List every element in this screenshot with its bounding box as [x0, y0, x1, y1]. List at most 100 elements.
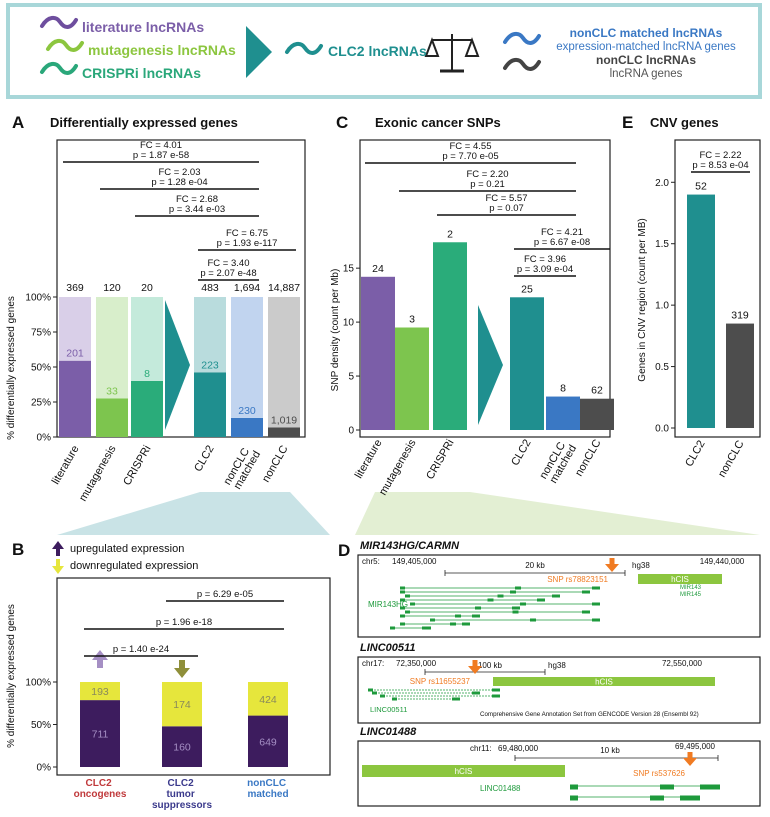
scale-label: 10 kb: [600, 746, 620, 755]
y-tick-label: 1.0: [655, 301, 669, 312]
exon: [462, 622, 470, 626]
exon: [400, 622, 405, 626]
de-count: 201: [66, 348, 84, 360]
assembly: hg38: [548, 661, 566, 670]
y-axis-label: % differentially expressed genes: [6, 604, 17, 748]
total-count: 14,887: [268, 282, 300, 294]
plot-frame: [674, 139, 761, 438]
bar: [231, 297, 263, 418]
legend-nonclc: nonCLC lncRNAs: [596, 53, 696, 67]
exon: [472, 691, 480, 695]
panel-label: C: [336, 113, 348, 132]
exon: [510, 590, 516, 594]
exon: [392, 697, 397, 701]
snp-count: 62: [591, 385, 603, 397]
plot-frame: [56, 139, 306, 438]
bar: [96, 398, 128, 437]
legend-mutagenesis: mutagenesis lncRNAs: [88, 42, 236, 58]
snp-arrow: [605, 564, 619, 572]
snp-arrow: [609, 558, 615, 564]
p-value: p = 8.53 e-04: [692, 160, 748, 171]
x-tick-label: literature: [353, 438, 385, 481]
bar: [162, 726, 202, 767]
total-count: 369: [66, 282, 84, 294]
track-title: LINC00511: [360, 642, 415, 654]
exon: [582, 590, 590, 594]
de-count: 223: [201, 359, 219, 371]
exon: [497, 594, 504, 598]
zoom-fan: [57, 492, 330, 535]
scale-label: 20 kb: [525, 561, 545, 570]
y-tick-label: 5: [348, 372, 354, 383]
total-count: 483: [201, 282, 219, 294]
legend-crispri: CRISPRi lncRNAs: [82, 65, 201, 81]
chromosome: chr5:: [362, 557, 380, 566]
exon: [680, 795, 700, 801]
x-tick-label: CRISPRi: [121, 444, 153, 488]
gene-label: LINC00511: [370, 705, 407, 714]
bar: [687, 194, 715, 428]
p-value: p = 3.44 e-03: [169, 204, 225, 215]
y-tick-label: 10: [343, 318, 355, 329]
gene-label: MIR143HG: [368, 600, 408, 609]
p-value: p = 3.09 e-04: [517, 264, 573, 275]
y-tick-label: 15: [343, 264, 355, 275]
exon: [492, 688, 500, 692]
p-value: p = 2.07 e-48: [200, 268, 256, 279]
snp-label: SNP rs537626: [633, 769, 685, 778]
snp-arrow: [683, 758, 697, 766]
de-count: 1,019: [271, 414, 297, 426]
bar: [546, 396, 580, 430]
exon: [650, 795, 664, 801]
p-value: p = 1.96 e-18: [156, 617, 212, 628]
start-coordinate: 72,350,000: [396, 659, 437, 668]
exon: [487, 598, 494, 602]
y-tick-label: 0%: [37, 433, 52, 444]
exon: [552, 594, 560, 598]
x-tick-label: mutagenesis: [77, 443, 119, 503]
p-value: p = 1.87 e-58: [133, 150, 189, 161]
flow-arrow: [478, 305, 503, 425]
panel-label: B: [12, 540, 24, 559]
fold-change: FC = 3.40: [208, 258, 250, 269]
lncrna-icons: [40, 15, 541, 75]
snp-label: SNP rs78823151: [547, 575, 608, 584]
exon: [368, 688, 373, 692]
exon: [472, 614, 480, 618]
bar: [80, 700, 120, 767]
y-tick-label: 1.5: [655, 239, 669, 250]
flow-arrow: [246, 26, 272, 78]
start-coordinate: 149,405,000: [392, 557, 437, 566]
up-arrow-icon: [92, 650, 108, 668]
exon: [660, 784, 674, 790]
exon: [400, 590, 405, 594]
fold-change: FC = 4.21: [541, 227, 583, 238]
plot-frame: [56, 577, 331, 776]
bar: [248, 715, 288, 767]
y-tick-label: 2.0: [655, 178, 669, 189]
panel-title: Differentially expressed genes: [50, 115, 238, 130]
exon: [450, 622, 456, 626]
legend-clc2: CLC2 lncRNAs: [328, 43, 427, 59]
x-tick-label: CLC2: [192, 444, 216, 474]
snp-count: 8: [560, 383, 566, 395]
panel-title: CNV genes: [650, 115, 719, 130]
y-tick-label: 0: [348, 426, 354, 437]
p-value: p = 7.70 e-05: [442, 151, 498, 162]
exon: [570, 795, 578, 801]
legend-nonclc-matched: nonCLC matched lncRNAs: [570, 26, 723, 40]
p-value: p = 0.21: [470, 179, 505, 190]
fold-change: FC = 2.68: [176, 194, 218, 205]
exon: [512, 606, 520, 610]
category-label: CLC2 tumor suppressors: [152, 778, 212, 811]
legend-literature: literature lncRNAs: [82, 19, 204, 35]
snp-count: 2: [447, 228, 453, 240]
bar: [248, 682, 288, 716]
flow-arrow: [165, 300, 190, 430]
exon: [570, 784, 578, 790]
y-tick-label: 0.0: [655, 424, 669, 435]
exon: [405, 610, 410, 614]
p-value: p = 1.93 e-117: [217, 238, 278, 249]
category-label: CLC2 oncogenes: [74, 778, 127, 800]
